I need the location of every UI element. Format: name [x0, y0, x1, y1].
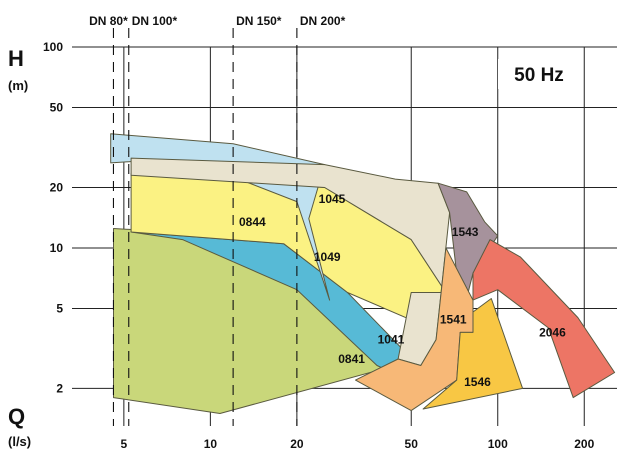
x-tick-label: 5: [121, 437, 128, 451]
y-tick-label: 20: [50, 180, 64, 194]
range-labels: 0844 1045 1543 1049 1541 2046 1041 0841 1546: [239, 192, 566, 389]
range-area-1546: [422, 298, 524, 410]
x-tick-label: 100: [488, 437, 508, 451]
x-tick-label: 20: [290, 437, 304, 451]
range-label-1541: 1541: [440, 313, 467, 327]
x-tick-label: 200: [574, 437, 594, 451]
axis-ticks: 5 10 20 50 100 200 100 50 20 10 5 2: [43, 40, 595, 451]
y-tick-label: 2: [56, 381, 63, 395]
y-tick-label: 5: [56, 301, 63, 315]
dn-marker-label: DN 100*: [132, 14, 178, 28]
dn-markers: DN 80* DN 100* DN 150* DN 200*: [89, 14, 346, 426]
range-label-1543: 1543: [452, 225, 479, 239]
y-axis-name: H: [8, 46, 24, 71]
range-label-1049: 1049: [314, 250, 341, 264]
x-tick-label: 10: [204, 437, 218, 451]
range-label-1045: 1045: [319, 192, 346, 206]
y-tick-label: 50: [50, 100, 64, 114]
range-label-1041: 1041: [378, 333, 405, 347]
y-axis-unit: (m): [8, 78, 28, 93]
range-label-1546: 1546: [464, 375, 491, 389]
x-axis-name: Q: [8, 404, 25, 429]
frequency-badge: [498, 59, 580, 89]
dn-marker-label: DN 150*: [236, 14, 282, 28]
range-label-0844: 0844: [239, 215, 266, 229]
range-label-2046: 2046: [539, 325, 566, 339]
range-label-0841: 0841: [338, 352, 365, 366]
y-tick-label: 100: [43, 40, 63, 54]
x-tick-label: 50: [405, 437, 419, 451]
range-area-2046: [472, 239, 616, 399]
x-axis-unit: (l/s): [8, 434, 31, 449]
dn-marker-label: DN 200*: [300, 14, 346, 28]
y-tick-label: 10: [50, 241, 64, 255]
pump-ranges: [110, 133, 616, 414]
frequency-label: 50 Hz: [514, 65, 564, 86]
dn-marker-label: DN 80*: [89, 14, 128, 28]
